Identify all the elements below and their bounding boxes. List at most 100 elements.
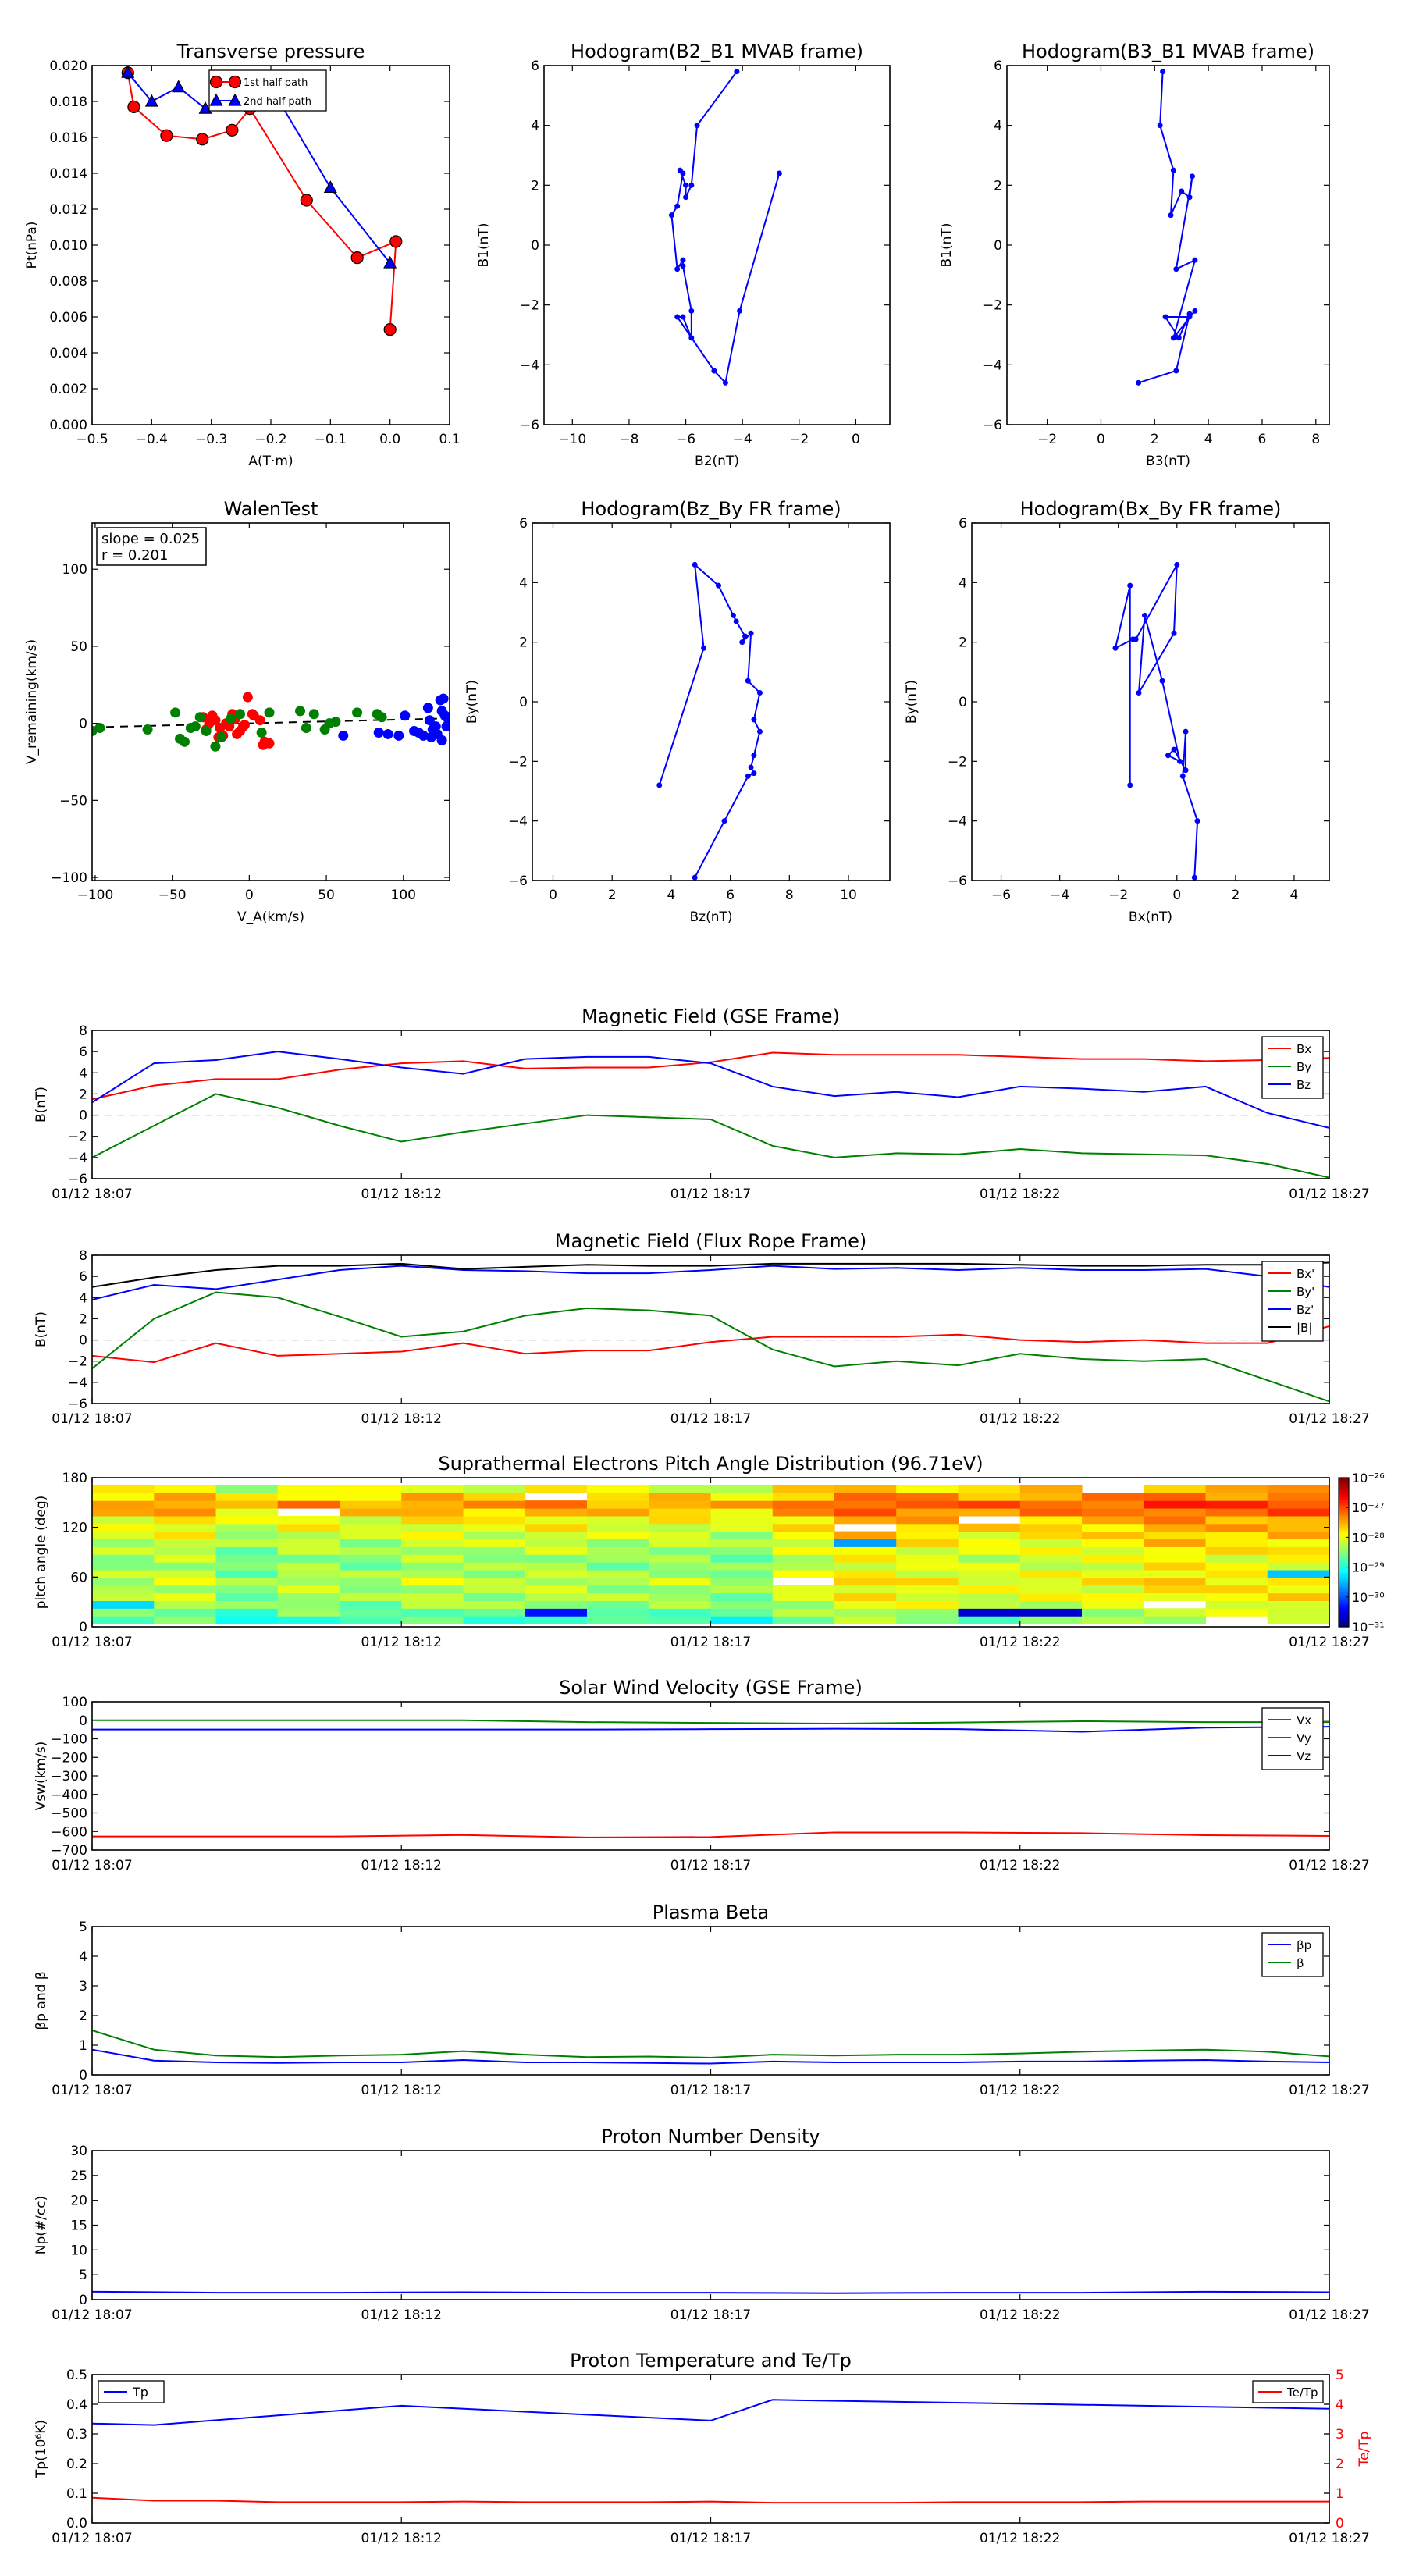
y-tick-label: −6 bbox=[68, 1397, 87, 1412]
scatter-point bbox=[382, 728, 393, 739]
heatmap-cell bbox=[1082, 1515, 1144, 1525]
heatmap-cell bbox=[525, 1485, 588, 1493]
heatmap-cell bbox=[1205, 1569, 1268, 1578]
legend-box bbox=[208, 69, 327, 112]
heatmap-cell bbox=[649, 1608, 712, 1617]
scatter-point bbox=[170, 707, 181, 718]
heatmap-cell bbox=[1267, 1515, 1330, 1525]
colorbar-segment bbox=[1339, 1606, 1349, 1610]
y-tick-label: 0.004 bbox=[49, 346, 87, 361]
colorbar-segment bbox=[1339, 1522, 1349, 1526]
heatmap-cell bbox=[401, 1539, 464, 1547]
series-line bbox=[1114, 564, 1199, 878]
data-point bbox=[144, 94, 158, 107]
heatmap-cell bbox=[92, 1608, 155, 1617]
chart-title: Hodogram(Bz_By FR frame) bbox=[581, 498, 841, 520]
plot-area bbox=[92, 2290, 1329, 2294]
heatmap-cell bbox=[340, 1562, 402, 1571]
legend-label: By bbox=[1297, 1060, 1311, 1074]
legend-label: |B| bbox=[1297, 1321, 1312, 1335]
heatmap-cell bbox=[1082, 1585, 1144, 1594]
scatter-point bbox=[338, 730, 349, 741]
heatmap-cell bbox=[92, 1507, 155, 1517]
legend-label: Bz' bbox=[1297, 1303, 1314, 1317]
legend-label: Vz bbox=[1297, 1749, 1311, 1763]
heatmap-cell bbox=[1144, 1523, 1207, 1532]
heatmap-cell bbox=[1267, 1592, 1330, 1601]
heatmap-cell bbox=[215, 1485, 279, 1493]
colorbar-segment bbox=[1339, 1614, 1349, 1617]
y-tick-label: 0.1 bbox=[66, 2486, 87, 2502]
heatmap-cell bbox=[710, 1546, 774, 1555]
colorbar-segment bbox=[1339, 1579, 1349, 1583]
colorbar-segment bbox=[1339, 1594, 1349, 1598]
colorbar-segment bbox=[1339, 1589, 1349, 1593]
heatmap-cell bbox=[463, 1493, 526, 1501]
heatmap-cell bbox=[772, 1531, 835, 1540]
scatter-point bbox=[232, 728, 243, 739]
heatmap-cell bbox=[1205, 1531, 1268, 1540]
chart-title: Hodogram(Bx_By FR frame) bbox=[1020, 498, 1282, 520]
data-point bbox=[121, 66, 135, 78]
x-tick-label: −2 bbox=[1037, 432, 1057, 447]
series-line-βp bbox=[92, 2048, 1329, 2065]
heatmap-cell bbox=[834, 1493, 897, 1501]
data-point bbox=[680, 170, 686, 176]
y-tick-label: −2 bbox=[68, 1354, 87, 1370]
colorbar-segment bbox=[1339, 1571, 1349, 1575]
y-tick-label: 1 bbox=[79, 2038, 87, 2054]
data-point bbox=[1194, 818, 1200, 824]
heatmap-cell bbox=[649, 1592, 712, 1601]
data-point bbox=[680, 263, 686, 269]
heatmap-cell bbox=[525, 1569, 588, 1578]
y-tick-label: 0 bbox=[994, 238, 1002, 254]
y-tick-label: 2 bbox=[79, 1087, 87, 1102]
heatmap-cell bbox=[649, 1585, 712, 1594]
heatmap-cell bbox=[401, 1585, 464, 1594]
time-tick-label: 01/12 18:22 bbox=[980, 2083, 1060, 2098]
colorbar-segment bbox=[1339, 1544, 1349, 1548]
heatmap-cell bbox=[215, 1523, 279, 1532]
data-point bbox=[711, 368, 717, 374]
heatmap-cell bbox=[958, 1592, 1021, 1601]
plot-area bbox=[92, 1261, 1329, 1403]
heatmap-cell bbox=[92, 1569, 155, 1578]
heatmap-cell bbox=[92, 1554, 155, 1563]
heatmap-cell bbox=[896, 1523, 959, 1532]
heatmap-cell bbox=[92, 1539, 155, 1547]
heatmap-cell bbox=[1205, 1592, 1268, 1601]
scatter-point bbox=[256, 727, 267, 738]
colorbar-segment bbox=[1339, 1485, 1349, 1489]
heatmap-cell bbox=[1082, 1523, 1144, 1532]
heatmap-cell bbox=[1019, 1569, 1083, 1578]
heatmap-cell bbox=[154, 1562, 217, 1571]
scatter-point bbox=[264, 707, 275, 718]
y-tick-label: −6 bbox=[948, 873, 967, 889]
y-tick-label: 0 bbox=[531, 238, 539, 254]
heatmap-cell bbox=[1205, 1577, 1268, 1586]
y-tick-label: 4 bbox=[79, 1066, 87, 1081]
legend-label: Te/Tp bbox=[1286, 2386, 1318, 2400]
x-tick-label: 10 bbox=[840, 888, 857, 903]
heatmap-cell bbox=[277, 1500, 340, 1509]
heatmap-cell bbox=[277, 1616, 340, 1624]
data-point bbox=[748, 630, 754, 636]
scatter-point bbox=[400, 710, 411, 721]
heatmap-cell bbox=[1205, 1539, 1268, 1547]
heatmap-cell bbox=[587, 1507, 649, 1517]
heatmap-cell bbox=[772, 1608, 835, 1617]
heatmap-cell bbox=[215, 1546, 279, 1555]
data-point bbox=[1179, 188, 1185, 194]
time-tick-label: 01/12 18:22 bbox=[980, 1858, 1060, 1873]
heatmap-cell bbox=[463, 1616, 526, 1624]
time-tick-label: 01/12 18:07 bbox=[52, 1411, 132, 1427]
y-axis-label: V_remaining(km/s) bbox=[24, 639, 40, 764]
y-tick-label: −2 bbox=[508, 754, 528, 770]
data-point bbox=[730, 612, 736, 618]
y-tick-label-right: 1 bbox=[1336, 2486, 1344, 2502]
heatmap-cell bbox=[154, 1539, 217, 1547]
time-tick-label: 01/12 18:27 bbox=[1289, 1635, 1369, 1650]
heatmap-cell bbox=[587, 1554, 649, 1563]
time-tick-label: 01/12 18:17 bbox=[670, 1858, 751, 1873]
